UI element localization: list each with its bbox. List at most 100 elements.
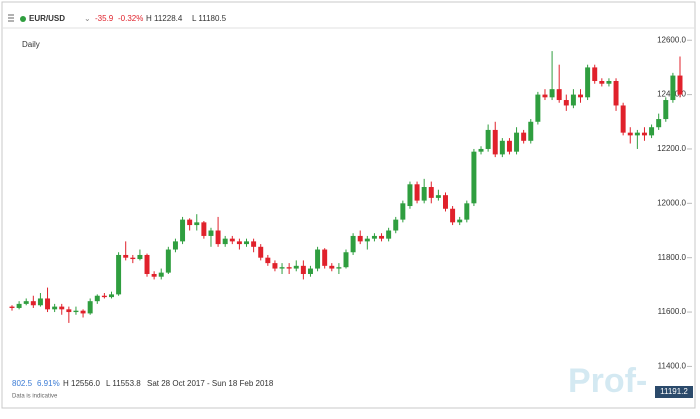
- candle-body: [144, 254, 150, 274]
- candle-body: [251, 241, 257, 247]
- candle-body: [194, 222, 200, 226]
- candle-body: [329, 265, 335, 269]
- range-change: 802.5: [12, 379, 33, 388]
- candle-body: [556, 89, 562, 101]
- candle-body: [641, 132, 647, 136]
- note: Data is indicative: [12, 394, 58, 400]
- candle-body: [172, 241, 178, 250]
- candle-body: [30, 301, 36, 306]
- range-high: H 12556.0: [63, 379, 100, 388]
- y-tick-label: 11600.0: [658, 307, 687, 316]
- candle-body: [521, 132, 527, 141]
- candle-body: [336, 267, 342, 269]
- candle-body: [229, 238, 235, 242]
- window-frame: [1, 1, 696, 409]
- candle-body: [514, 132, 520, 152]
- candle-body: [435, 195, 441, 198]
- candle-body: [293, 265, 299, 269]
- y-tick-label: 12600.0: [657, 35, 686, 44]
- chart-title: Daily: [22, 40, 40, 49]
- candle-body: [499, 140, 505, 155]
- candle-body: [542, 94, 548, 98]
- candle-body: [123, 254, 129, 258]
- candle-body: [627, 132, 633, 136]
- candle-body: [208, 230, 214, 236]
- candle-body: [414, 184, 420, 201]
- candle-body: [670, 75, 676, 101]
- range-pct: 6.91%: [37, 379, 60, 388]
- candle-body: [585, 67, 591, 98]
- candle-body: [80, 310, 86, 314]
- candle-body: [535, 94, 541, 122]
- candle-body: [578, 94, 583, 98]
- candle-body: [364, 238, 370, 242]
- candle-body: [87, 301, 93, 314]
- candle-body: [187, 219, 193, 226]
- price-tag: [655, 386, 693, 398]
- candle-body: [215, 230, 221, 245]
- candle-body: [379, 235, 385, 239]
- candle-body: [464, 203, 470, 220]
- candle-body: [37, 298, 43, 306]
- candle-body: [165, 249, 171, 273]
- candle-body: [393, 219, 399, 231]
- dropdown-caret[interactable]: ⌄: [84, 14, 91, 23]
- candle-body: [94, 295, 100, 302]
- candle-body: [45, 298, 51, 310]
- candle-body: [109, 294, 114, 298]
- change-pct: -0.32%: [118, 14, 143, 23]
- candle-body: [485, 129, 491, 149]
- candle-body: [492, 129, 498, 155]
- candle-body: [222, 238, 228, 245]
- watermark: Prof-: [568, 362, 647, 400]
- candle-body: [478, 148, 484, 152]
- candle-body: [471, 151, 477, 204]
- y-tick-label: 12000.0: [657, 198, 686, 207]
- candle-body: [151, 273, 157, 277]
- candle-body: [201, 222, 207, 236]
- candle-body: [9, 306, 15, 308]
- candle-body: [158, 272, 164, 277]
- menu-icon[interactable]: [8, 14, 14, 22]
- candle-body: [528, 121, 534, 141]
- candle-body: [506, 140, 512, 152]
- candle-body: [244, 241, 249, 245]
- candle-body: [663, 100, 669, 120]
- candle-body: [421, 187, 427, 201]
- candle-body: [315, 249, 321, 269]
- candle-body: [357, 235, 363, 242]
- candle-body: [300, 265, 306, 274]
- candle-body: [180, 219, 186, 242]
- candle-body: [443, 195, 448, 209]
- range-low: L 11553.8: [106, 379, 141, 388]
- candle-body: [457, 219, 463, 223]
- candle-body: [236, 241, 242, 245]
- candle-body: [599, 81, 605, 84]
- candle-body: [350, 235, 356, 253]
- change: -35.9: [95, 14, 114, 23]
- candle-body: [563, 100, 569, 106]
- y-tick-label: 11800.0: [658, 253, 687, 262]
- last-price: 11191.2: [660, 387, 688, 396]
- candle-body: [116, 254, 122, 295]
- candle-body: [400, 203, 406, 220]
- candle-body: [620, 105, 626, 133]
- candle-body: [23, 301, 29, 304]
- period: Sat 28 Oct 2017 - Sun 18 Feb 2018: [147, 379, 274, 388]
- candle-body: [428, 187, 434, 198]
- status-dot: [20, 16, 26, 22]
- candle-body: [265, 257, 271, 264]
- candle-body: [286, 267, 292, 269]
- candle-body: [606, 81, 612, 84]
- candle-body: [570, 94, 576, 106]
- candle-body: [634, 132, 640, 136]
- candle-body: [386, 230, 392, 239]
- symbol[interactable]: EUR/USD: [29, 14, 65, 23]
- candle-body: [371, 235, 377, 239]
- candle-body: [101, 295, 107, 298]
- session-low: L 11180.5: [192, 14, 227, 23]
- candle-body: [307, 268, 313, 274]
- candle-body: [549, 89, 555, 98]
